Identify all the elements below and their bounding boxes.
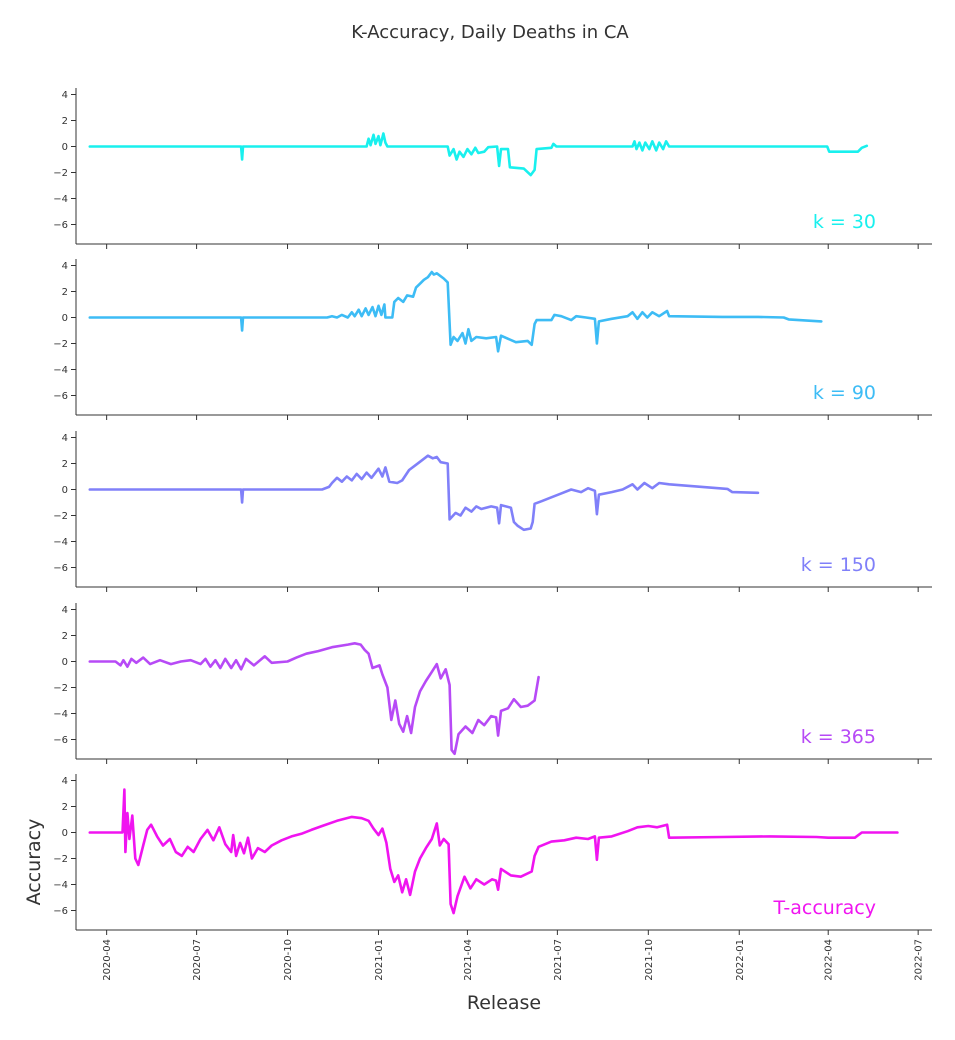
y-tick-label: 4 xyxy=(62,776,68,787)
panel-1: 4 2 0 −2 −4 −6 k = 30 xyxy=(53,88,932,249)
chart-title: K-Accuracy, Daily Deaths in CA xyxy=(351,22,629,43)
y-axis-title: Accuracy xyxy=(23,819,45,906)
y-tick-label: 0 xyxy=(62,142,68,153)
y-tick-label: −2 xyxy=(53,339,68,350)
y-tick-label: −4 xyxy=(53,709,68,720)
y-tick-label: −2 xyxy=(53,168,68,179)
y-tick-label: −4 xyxy=(53,365,68,376)
x-tick-label: 2021-10 xyxy=(644,939,655,981)
y-tick-label: −4 xyxy=(53,880,68,891)
panel-label: k = 150 xyxy=(801,554,876,576)
y-tick-label: 0 xyxy=(62,313,68,324)
x-tick-label: 2021-07 xyxy=(553,939,564,981)
series-line-4 xyxy=(88,641,540,756)
panels: 4 2 0 −2 −4 −6 k = 30 4 2 0 −2 −4 −6 k = 90 4 2 0 −2 −4 −6 k… xyxy=(53,88,932,935)
panel-2: 4 2 0 −2 −4 −6 k = 90 xyxy=(53,259,932,420)
y-tick-label: −6 xyxy=(53,563,68,574)
x-axis: 2020-04 2020-07 2020-10 2021-01 2021-04 2021-… xyxy=(102,939,925,981)
panel-label: k = 30 xyxy=(813,211,876,233)
x-axis-title: Release xyxy=(467,992,541,1014)
y-tick-label: 4 xyxy=(62,433,68,444)
x-tick-label: 2020-07 xyxy=(192,939,203,981)
panel-4: 4 2 0 −2 −4 −6 k = 365 xyxy=(53,603,932,764)
y-tick-label: 4 xyxy=(62,90,68,101)
panel-label: T-accuracy xyxy=(773,897,876,919)
y-tick-label: 2 xyxy=(62,116,68,127)
y-tick-label: −2 xyxy=(53,854,68,865)
y-tick-label: 4 xyxy=(62,605,68,616)
y-tick-label: −6 xyxy=(53,735,68,746)
y-tick-label: −6 xyxy=(53,906,68,917)
y-tick-label: 4 xyxy=(62,261,68,272)
panel-label: k = 365 xyxy=(801,726,876,748)
y-tick-label: −4 xyxy=(53,194,68,205)
y-tick-label: −6 xyxy=(53,391,68,402)
x-tick-label: 2022-07 xyxy=(914,939,925,981)
panel-5: 4 2 0 −2 −4 −6 T-accuracy xyxy=(53,774,932,935)
series-line-2 xyxy=(88,270,823,353)
y-tick-label: −4 xyxy=(53,537,68,548)
series-line-3 xyxy=(88,454,760,532)
x-tick-label: 2021-04 xyxy=(463,939,474,981)
x-tick-label: 2020-10 xyxy=(283,939,294,981)
y-tick-label: 2 xyxy=(62,802,68,813)
x-tick-label: 2022-01 xyxy=(735,939,746,981)
x-tick-label: 2021-01 xyxy=(374,939,385,981)
panel-label: k = 90 xyxy=(813,382,876,404)
y-tick-label: 2 xyxy=(62,459,68,470)
y-tick-label: −2 xyxy=(53,683,68,694)
y-tick-label: −2 xyxy=(53,511,68,522)
y-tick-label: 2 xyxy=(62,287,68,298)
y-tick-label: 0 xyxy=(62,828,68,839)
series-line-1 xyxy=(88,132,869,177)
x-tick-label: 2022-04 xyxy=(824,939,835,981)
y-tick-label: −6 xyxy=(53,220,68,231)
y-tick-label: 0 xyxy=(62,485,68,496)
y-tick-label: 2 xyxy=(62,631,68,642)
series-line-5 xyxy=(88,788,899,915)
x-tick-label: 2020-04 xyxy=(102,939,113,981)
y-tick-label: 0 xyxy=(62,657,68,668)
panel-3: 4 2 0 −2 −4 −6 k = 150 xyxy=(53,431,932,592)
